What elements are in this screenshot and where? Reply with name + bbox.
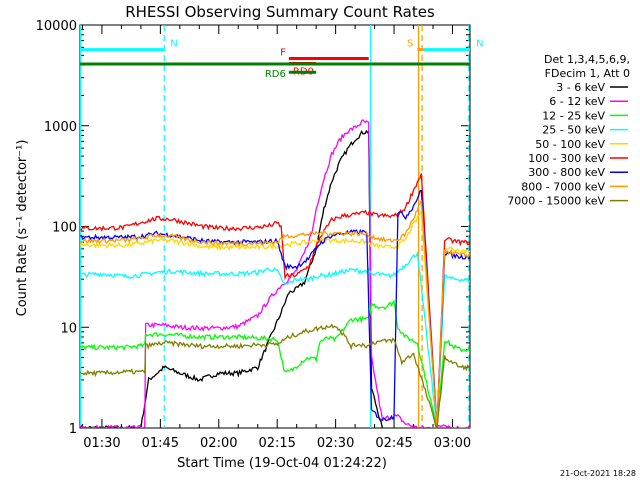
x-tick-label: 01:30 bbox=[83, 436, 120, 451]
x-tick-label: 03:00 bbox=[434, 436, 471, 451]
chart-title: RHESSI Observing Summary Count Rates bbox=[125, 3, 435, 21]
y-tick-label: 1 bbox=[69, 422, 77, 437]
y-tick-label: 10000 bbox=[36, 19, 77, 34]
legend-entry-label: 3 - 6 keV bbox=[556, 81, 605, 94]
series-line bbox=[80, 210, 470, 427]
legend-entry-label: 7000 - 15000 keV bbox=[507, 195, 605, 208]
legend: Det 1,3,4,5,6,9,FDecim 1, Att 03 - 6 keV… bbox=[507, 53, 630, 208]
state-bar-label: RD6 bbox=[265, 69, 286, 80]
x-tick-label: 02:00 bbox=[200, 436, 237, 451]
series-line bbox=[80, 189, 470, 427]
x-tick-label: 02:15 bbox=[258, 436, 295, 451]
series-line bbox=[80, 173, 470, 428]
state-bar-label: F bbox=[280, 48, 286, 59]
series-group bbox=[80, 25, 470, 428]
legend-entry-label: 12 - 25 keV bbox=[542, 109, 605, 122]
y-axis-label: Count Rate (s⁻¹ detector⁻¹) bbox=[15, 140, 30, 317]
legend-entry-label: 25 - 50 keV bbox=[542, 124, 605, 137]
plot-area: 1 10 100 1000 10000 01:30 01:45 02:00 02:15 02:30… bbox=[36, 19, 484, 451]
series-line bbox=[80, 299, 470, 428]
y-tick-label: 10 bbox=[60, 321, 77, 336]
legend-entry-label: 6 - 12 keV bbox=[549, 95, 605, 108]
legend-entry-label: 100 - 300 keV bbox=[528, 152, 605, 165]
legend-header-line: Det 1,3,4,5,6,9, bbox=[544, 53, 630, 66]
state-bar-label: N bbox=[476, 39, 483, 50]
x-axis-label: Start Time (19-Oct-04 01:24:22) bbox=[177, 456, 387, 471]
y-tick-label: 100 bbox=[52, 221, 77, 236]
x-tick-label: 02:30 bbox=[317, 436, 354, 451]
legend-entry-label: 800 - 7000 keV bbox=[521, 180, 605, 193]
series-line bbox=[80, 250, 470, 426]
footer-date: 21-Oct-2021 18:28 bbox=[560, 469, 636, 478]
y-tick-label: 1000 bbox=[44, 120, 77, 135]
legend-entry-label: 300 - 800 keV bbox=[528, 166, 605, 179]
state-bar-label: N bbox=[170, 39, 177, 50]
series-line bbox=[80, 323, 470, 428]
series-line bbox=[80, 199, 470, 428]
state-bar-label: S bbox=[407, 39, 413, 50]
series-line bbox=[80, 129, 384, 428]
series-line bbox=[80, 119, 470, 428]
x-tick-label: 02:45 bbox=[375, 436, 412, 451]
legend-entry-label: 50 - 100 keV bbox=[535, 138, 605, 151]
legend-header-line: FDecim 1, Att 0 bbox=[545, 67, 630, 80]
x-tick-label: 01:45 bbox=[142, 436, 179, 451]
